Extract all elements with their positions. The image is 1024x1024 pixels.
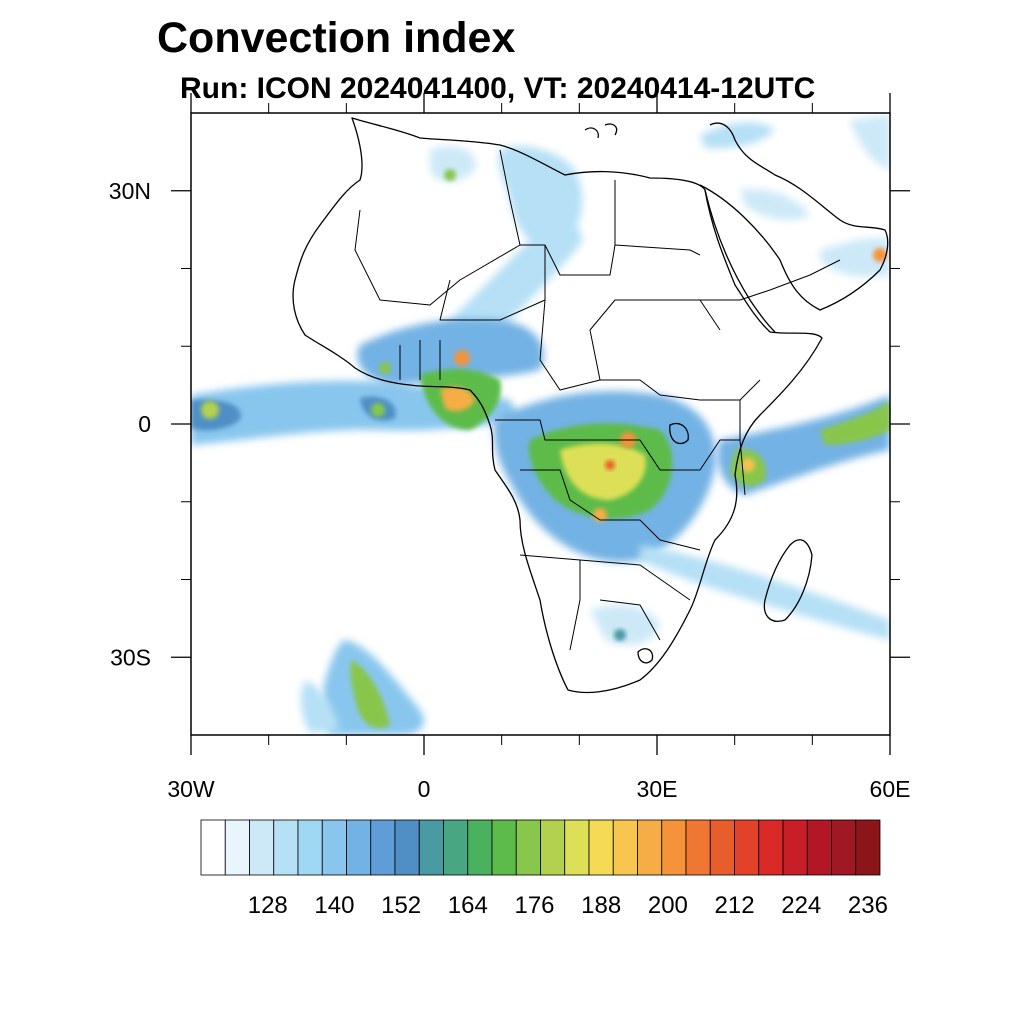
- colorbar-swatch: [224, 819, 250, 876]
- colorbar-swatch: [661, 819, 687, 876]
- colorbar: 128 140 152 164 176 188 200 212 224 236: [200, 819, 888, 919]
- colorbar-swatch: [394, 819, 420, 876]
- colorbar-swatch: [637, 819, 663, 876]
- colorbar-swatch: [321, 819, 347, 876]
- field-south-atlantic-core: [350, 660, 390, 729]
- colorbar-label: 128: [248, 892, 288, 919]
- colorbar-swatch: [588, 819, 614, 876]
- field-arabia: [740, 189, 890, 277]
- field-congo-hot2: [593, 508, 607, 522]
- colorbar-swatch: [806, 819, 832, 876]
- lon-tick-label: 30W: [167, 776, 215, 802]
- colorbar-label: 224: [781, 892, 821, 919]
- field-algeria-patch: [430, 146, 476, 182]
- field-nigeria-hot: [454, 350, 470, 366]
- colorbar-swatch: [515, 819, 541, 876]
- colorbar-label: 164: [448, 892, 488, 919]
- field-guinea-spot: [379, 362, 391, 374]
- field-cameroon-hot: [440, 386, 475, 412]
- colorbar-label: 140: [314, 892, 354, 919]
- colorbar-swatch: [346, 819, 372, 876]
- colorbar-label: 212: [715, 892, 755, 919]
- chart-subtitle: Run: ICON 2024041400, VT: 20240414-12UTC: [180, 72, 816, 105]
- colorbar-swatch: [443, 819, 469, 876]
- red-sea-west: [704, 189, 776, 333]
- arabia-coast: [699, 122, 889, 311]
- colorbar-label: 200: [648, 892, 688, 919]
- lon-tick-label: 0: [418, 776, 431, 802]
- field-mediterranean-east: [700, 122, 775, 149]
- field-ne-corner: [850, 115, 890, 170]
- field-southern-africa-spot: [614, 629, 626, 641]
- colorbar-swatch: [297, 819, 323, 876]
- madagascar: [763, 539, 813, 622]
- field-layer: [191, 115, 890, 735]
- lesotho: [637, 648, 654, 664]
- colorbar-swatch: [855, 819, 881, 876]
- borders: [354, 149, 841, 651]
- field-libya-plume: [498, 146, 583, 251]
- africa-coastline: [292, 117, 823, 694]
- colorbar-swatch: [200, 819, 226, 876]
- mediterranean-islands: [584, 123, 618, 139]
- colorbar-swatch: [612, 819, 638, 876]
- field-mozambique-band: [640, 545, 890, 640]
- field-oman-hot: [873, 248, 887, 262]
- lat-tick-label: 0: [138, 411, 151, 437]
- colorbar-swatch: [734, 819, 760, 876]
- colorbar-swatch: [540, 819, 566, 876]
- chart-title: Convection index: [157, 14, 516, 62]
- lon-tick-label: 60E: [870, 776, 911, 802]
- colorbar-swatch: [418, 819, 444, 876]
- colorbar-label: 236: [848, 892, 888, 919]
- coastlines: [292, 117, 889, 694]
- colorbar-swatch: [491, 819, 517, 876]
- colorbar-swatch: [467, 819, 493, 876]
- field-congo-hot3: [605, 460, 615, 470]
- colorbar-label: 176: [514, 892, 554, 919]
- lat-tick-label: 30S: [110, 644, 151, 670]
- field-itcz-atlantic-core: [191, 396, 396, 431]
- colorbar-swatch: [709, 819, 735, 876]
- colorbar-swatch: [564, 819, 590, 876]
- colorbar-label: 152: [381, 892, 421, 919]
- colorbar-swatch: [758, 819, 784, 876]
- field-south-atlantic-west: [300, 680, 340, 733]
- axis-layer: 30W 0 30E 60E 30N 0 30S: [109, 93, 911, 802]
- field-algeria-spot: [444, 169, 456, 181]
- colorbar-swatch: [831, 819, 857, 876]
- field-southern-africa-patch: [590, 605, 660, 645]
- field-sahel-plume: [440, 225, 582, 349]
- field-indian-ocean-east: [820, 400, 890, 445]
- field-west-africa: [357, 318, 544, 385]
- colorbar-swatch: [249, 819, 275, 876]
- colorbar-swatch: [273, 819, 299, 876]
- colorbar-label: 188: [581, 892, 621, 919]
- colorbar-swatch: [370, 819, 396, 876]
- field-itcz-spot2: [371, 403, 385, 417]
- colorbar-swatch: [685, 819, 711, 876]
- field-kenya-hot: [741, 458, 755, 472]
- colorbar-swatch: [782, 819, 808, 876]
- lon-tick-label: 30E: [637, 776, 678, 802]
- lake-victoria: [669, 422, 689, 445]
- lat-tick-label: 30N: [109, 178, 151, 204]
- field-congo-warm: [560, 443, 646, 500]
- field-itcz-spot: [201, 401, 219, 419]
